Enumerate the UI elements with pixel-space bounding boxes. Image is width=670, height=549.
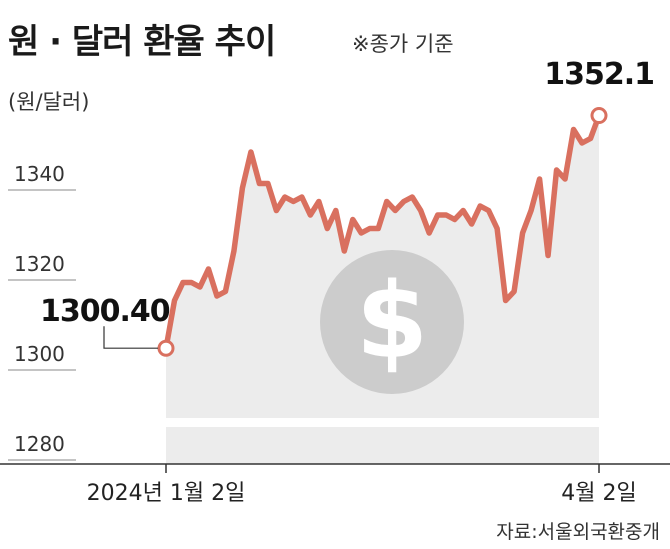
end-value-label: 1352.1 [544, 57, 654, 92]
y-tick-label: 1300 [14, 342, 65, 366]
start-leader-line [103, 326, 158, 349]
series-line [163, 112, 602, 351]
y-tick-label: 1280 [14, 432, 65, 456]
area-fill-lower [166, 427, 599, 464]
source-note: 자료:서울외국환중개 [496, 521, 660, 543]
end-point-marker [590, 107, 608, 125]
x-tick-label: 2024년 1월 2일 [87, 481, 246, 506]
y-axis-unit-label: (원/달러) [8, 90, 90, 114]
y-tick-label: 1340 [14, 162, 65, 186]
chart-title: 원 · 달러 환율 추이 [8, 22, 276, 62]
dollar-coin-icon [320, 250, 464, 394]
y-tick-label: 1320 [14, 252, 65, 276]
x-tick-label: 4월 2일 [561, 481, 636, 506]
start-point-marker [157, 339, 175, 357]
start-value-label: 1300.40 [40, 294, 170, 329]
dollar-sign-icon: $ [356, 260, 428, 382]
chart-subtitle: ※종가 기준 [352, 32, 454, 56]
